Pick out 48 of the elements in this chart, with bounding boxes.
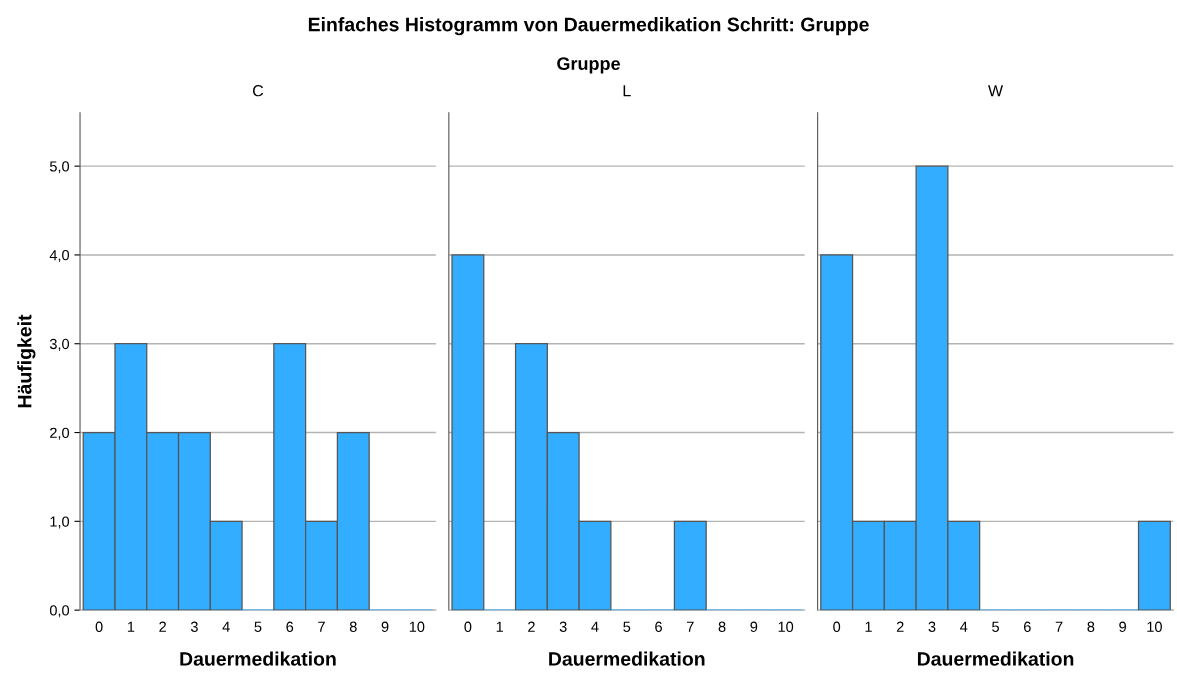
x-tick-label: 0 [95, 621, 103, 632]
x-tick-label: 7 [1055, 621, 1063, 632]
x-tick-label: 6 [286, 621, 294, 632]
y-tick-label: 5,0 [49, 161, 70, 174]
y-tick-label: 1,0 [50, 516, 70, 529]
x-tick-label: 3 [928, 621, 936, 632]
x-tick-label: 0 [833, 621, 841, 632]
x-axis-title: Dauermedikation [917, 651, 1074, 666]
x-axis-title: Dauermedikation [180, 651, 336, 666]
chart-title: L [623, 85, 631, 97]
x-tick-label: 2 [528, 621, 535, 632]
x-tick-label: 8 [349, 621, 357, 632]
x-tick-label: 3 [559, 621, 567, 632]
x-tick-label: 10 [409, 621, 425, 632]
x-tick-label: 8 [1087, 621, 1095, 632]
x-tick-label: 4 [222, 621, 230, 632]
y-tick-label: 4,0 [49, 250, 70, 263]
text: Gruppe [557, 57, 620, 74]
x-tick-label: 9 [1119, 621, 1126, 632]
y-tick-label: 0,0 [49, 605, 70, 618]
chart-title: W [988, 85, 1004, 97]
x-tick-label: 6 [1024, 621, 1031, 632]
x-tick-label: 5 [254, 621, 262, 632]
x-tick-label: 10 [778, 621, 794, 632]
x-tick-label: 1 [496, 621, 504, 632]
y-tick-label: 2,0 [50, 427, 70, 440]
x-tick-label: 2 [159, 621, 166, 632]
y-axis-title: Häufigkeit [17, 314, 36, 408]
x-tick-label: 2 [896, 621, 904, 632]
x-tick-label: 1 [865, 621, 872, 632]
x-tick-label: 8 [718, 621, 726, 632]
x-tick-label: 9 [381, 621, 389, 632]
y-tick-label: 3,0 [49, 338, 70, 351]
text: Einfaches Histogramm von Dauermedikation Schritt: Gruppe [308, 17, 869, 36]
x-tick-label: 9 [750, 621, 758, 632]
x-axis-title: Dauermedikation [549, 651, 705, 666]
x-tick-label: 10 [1147, 621, 1162, 632]
x-tick-label: 3 [190, 621, 198, 632]
chart-title: C [253, 85, 264, 97]
x-tick-label: 4 [591, 621, 599, 632]
x-tick-label: 6 [655, 621, 662, 632]
x-tick-label: 5 [623, 621, 631, 632]
x-tick-label: 7 [318, 621, 325, 632]
x-tick-label: 4 [960, 621, 968, 632]
x-tick-label: 0 [464, 621, 472, 632]
x-tick-label: 1 [127, 621, 135, 632]
x-tick-label: 7 [686, 621, 694, 632]
x-tick-label: 5 [992, 621, 999, 632]
